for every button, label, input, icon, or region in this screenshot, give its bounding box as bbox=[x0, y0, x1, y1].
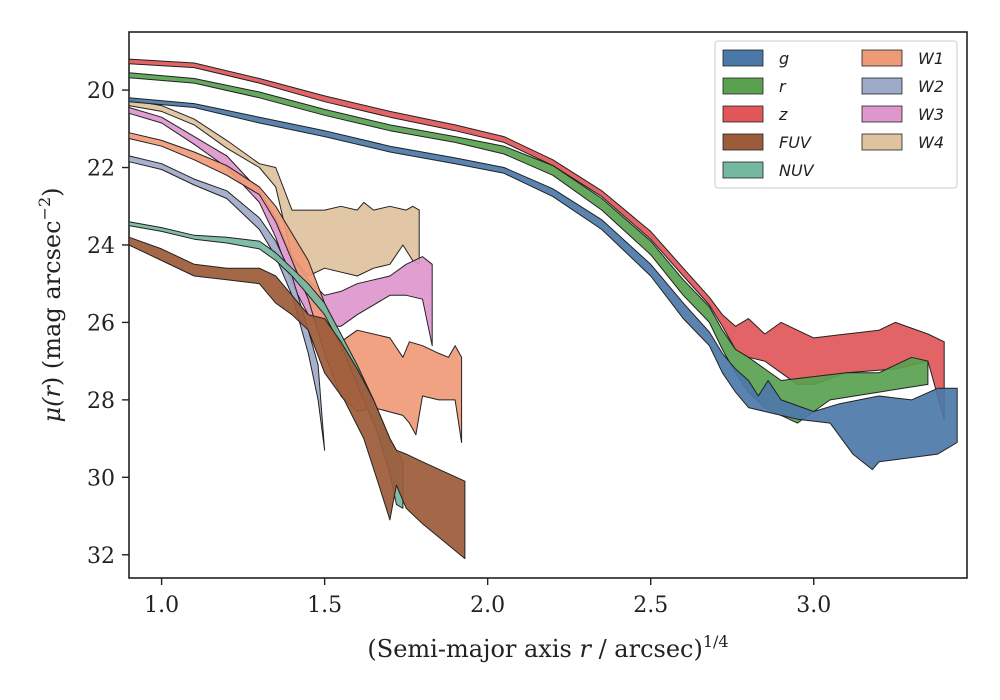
band-g bbox=[128, 97, 958, 471]
y-tick-label: 24 bbox=[87, 234, 115, 259]
x-axis-ticks: 1.0 1.5 2.0 2.5 3.0 bbox=[144, 578, 831, 618]
band-r bbox=[128, 72, 929, 424]
legend-label-z: z bbox=[778, 105, 788, 124]
legend-swatch-w2 bbox=[861, 77, 903, 95]
x-tick-label: 1.5 bbox=[307, 593, 342, 618]
band-w2 bbox=[128, 155, 326, 451]
band-nuv bbox=[128, 221, 404, 509]
band-fuv bbox=[128, 236, 466, 560]
legend-label-fuv: FUV bbox=[779, 133, 812, 152]
legend-label-r: r bbox=[779, 77, 787, 96]
legend-swatch-w1 bbox=[861, 49, 903, 67]
band-w4 bbox=[128, 99, 420, 277]
band-areas bbox=[128, 58, 958, 560]
x-tick-label: 2.5 bbox=[633, 593, 668, 618]
y-tick-label: 20 bbox=[87, 79, 115, 104]
y-tick-label: 28 bbox=[87, 389, 115, 414]
legend-label-nuv: NUV bbox=[779, 161, 815, 180]
legend: grz FUV NUV W1 W2 W3 W4 bbox=[714, 40, 958, 189]
legend-label-w2: W2 bbox=[918, 77, 944, 96]
legend-swatch-g bbox=[722, 49, 764, 67]
x-tick-label: 2.0 bbox=[470, 593, 505, 618]
y-axis-ticks: 20 22 24 26 28 30 32 bbox=[87, 79, 129, 569]
band-w1 bbox=[128, 132, 463, 443]
legend-label-w4: W4 bbox=[918, 133, 944, 152]
legend-swatch-r bbox=[722, 77, 764, 95]
legend-swatch-w4 bbox=[861, 133, 903, 151]
legend-label-w3: W3 bbox=[918, 105, 944, 124]
x-tick-label: 3.0 bbox=[796, 593, 831, 618]
legend-swatch-nuv bbox=[722, 161, 764, 179]
y-tick-label: 32 bbox=[87, 544, 115, 569]
x-tick-label: 1.0 bbox=[144, 593, 179, 618]
y-tick-label: 26 bbox=[87, 311, 115, 336]
y-axis-label: μ(r) (mag arcsec−2) bbox=[35, 187, 66, 422]
y-tick-label: 22 bbox=[87, 157, 115, 182]
legend-swatch-w3 bbox=[861, 105, 903, 123]
legend-swatch-z bbox=[722, 105, 764, 123]
legend-label-g: g bbox=[779, 49, 789, 68]
x-axis-label: (Semi-major axis r / arcsec)1/4 bbox=[367, 632, 728, 663]
legend-swatch-fuv bbox=[722, 133, 764, 151]
legend-label-w1: W1 bbox=[918, 49, 944, 68]
y-tick-label: 30 bbox=[87, 466, 115, 491]
